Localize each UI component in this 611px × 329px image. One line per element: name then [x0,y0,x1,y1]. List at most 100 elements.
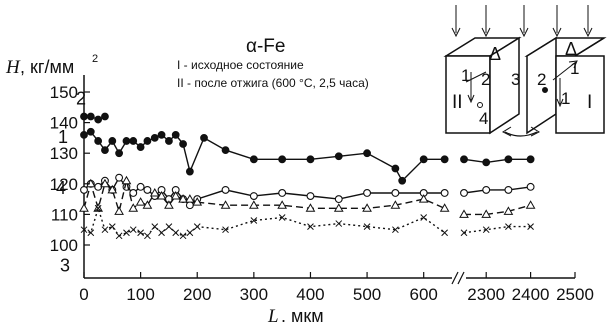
y-tick-label: 110 [51,205,78,224]
data-point [249,192,258,200]
data-point [460,189,468,197]
chart-title: α-Fe [246,36,285,57]
series-label: 2 [76,88,86,108]
data-point [165,137,173,145]
inset-label-delta-1: Δ [489,44,501,64]
x-tick-label: 2400 [512,285,550,304]
data-point [439,203,450,212]
data-point [527,223,534,230]
series-label: 3 [60,256,70,276]
y-axis-label: H , кг/мм 2 [5,53,98,78]
y-tick-label: 100 [50,236,78,255]
data-point [200,134,208,142]
data-point [171,130,180,139]
data-point [101,112,109,121]
series-line [83,176,445,207]
data-point [248,200,259,209]
series-label: 4 [56,178,66,198]
data-point [220,200,231,209]
data-point [101,226,109,234]
series-line [464,204,531,216]
data-point [86,127,95,136]
series-line [83,205,446,237]
y-tick-label: 120 [50,175,78,194]
data-point [129,226,137,234]
x-axis-label-var: L [267,306,279,327]
data-point [440,189,449,197]
data-point [333,203,344,212]
data-point [136,182,145,191]
data-point [107,184,118,194]
indent-point [477,102,483,108]
data-point [164,200,174,209]
data-point [186,229,194,237]
arrow-head [481,27,491,38]
x-tick-label: 400 [296,285,324,304]
data-point [156,191,167,200]
data-point [122,137,131,145]
data-point [459,209,469,218]
data-point [123,229,130,237]
series-3: 3 [60,204,534,276]
data-point [108,137,117,145]
inset-label-block-I: I [587,92,592,113]
x-tick-label: 2500 [556,285,594,304]
data-point [142,200,153,209]
data-point [460,155,468,164]
data-point [504,155,513,164]
arrow-head [530,126,541,137]
y-tick-label: 150 [50,83,78,102]
axis-break-icon [451,271,465,285]
data-point [137,229,144,237]
data-point [108,223,116,230]
data-point [460,229,468,237]
data-point [441,229,448,237]
data-point [526,155,535,164]
data-point [136,143,145,151]
arrow-head [519,27,529,38]
data-point [334,152,343,161]
data-point [482,185,491,194]
data-point [418,194,429,203]
x-tick-label: 0 [79,285,88,304]
data-point [87,229,95,237]
data-point [278,189,287,197]
series-3 [79,175,536,218]
data-point [503,206,514,215]
data-point [86,112,95,121]
data-point [135,197,146,206]
data-point [482,226,490,234]
x-tick-label: 200 [183,285,211,304]
series-layer: 12 4 3 [56,88,536,276]
data-point [143,137,152,145]
data-point [277,200,288,209]
inset-label-1c: 1 [561,89,570,108]
data-point [192,197,203,206]
data-point [363,149,371,158]
data-point [115,149,124,158]
data-point [306,155,315,164]
data-point [419,155,428,164]
data-point [221,146,230,155]
x-axis-label-unit: . мкм [281,306,324,326]
indent-arrow [465,71,487,83]
tick-layer: 150 140 130 120 110 100 0 100 200 300 400 500 600 230… [50,83,594,304]
data-point [525,200,536,209]
data-point [391,189,400,197]
data-point [94,115,103,124]
inset-diagram: I II Δ 1 2 3 4 Δ 1 2 1 [443,5,607,137]
data-point [222,226,229,234]
data-point [179,140,187,148]
data-point [526,182,535,191]
data-point [250,217,258,224]
legend-line-1: I - исходное состояние [177,58,304,72]
inset-label-1a: 1 [461,66,470,85]
data-point [100,178,110,188]
data-point [115,173,124,182]
data-point [114,206,124,215]
data-point [306,192,315,200]
x-tick-label: 600 [410,285,438,304]
data-point [420,214,428,221]
x-tick-label: 300 [240,285,268,304]
data-point [193,223,201,230]
